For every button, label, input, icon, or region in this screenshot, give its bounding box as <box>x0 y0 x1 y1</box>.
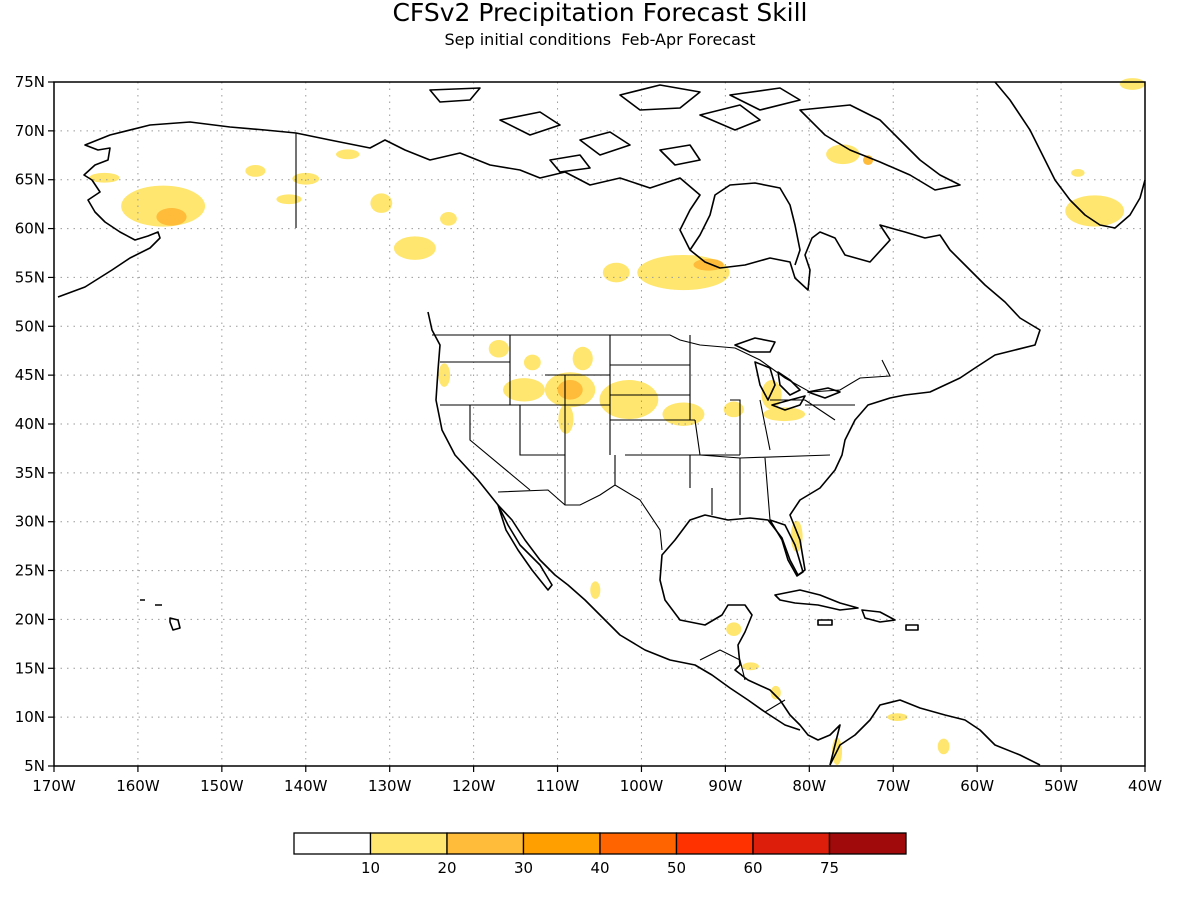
skill-region <box>1119 78 1145 90</box>
skill-region <box>662 402 705 426</box>
colorbar-swatch <box>675 832 754 855</box>
graticule <box>54 82 1145 766</box>
skill-region <box>599 380 659 420</box>
skill-region <box>590 581 601 599</box>
latitude-label: 60N <box>15 220 45 238</box>
colorbar-swatch <box>828 832 907 855</box>
latitude-label: 30N <box>15 513 45 531</box>
longitude-label: 140W <box>284 777 328 795</box>
latitude-label: 45N <box>15 366 45 384</box>
longitude-label: 70W <box>876 777 910 795</box>
skill-region <box>440 211 457 226</box>
latitude-label: 50N <box>15 317 45 335</box>
skill-region <box>602 262 630 283</box>
latitude-label: 15N <box>15 659 45 677</box>
skill-region <box>393 236 436 260</box>
colorbar-label: 10 <box>361 859 380 877</box>
skill-region <box>726 622 742 637</box>
colorbar-label: 60 <box>743 859 762 877</box>
latitude-label: 55N <box>15 268 45 286</box>
axis-labels: 75N 70N 65N 60N 55N 50N 45N 40N 35N 30N 25N 20N 15N 1… <box>15 73 1162 795</box>
skill-region <box>763 407 806 422</box>
skill-region <box>292 172 320 185</box>
coastlines <box>57 81 1146 766</box>
map-subtitle: Sep initial conditions Feb-Apr Forecast <box>444 30 755 49</box>
skill-region <box>770 685 781 700</box>
great-lakes-coastline <box>734 337 841 411</box>
map-title: CFSv2 Precipitation Forecast Skill <box>392 0 807 27</box>
skill-region <box>335 149 360 160</box>
skill-region <box>742 662 759 671</box>
skill-region <box>488 339 509 358</box>
colorbar-swatch <box>369 832 448 855</box>
colorbar-swatch <box>599 832 678 855</box>
skill-region <box>276 194 302 205</box>
skill-region <box>370 193 393 213</box>
skill-region <box>693 258 724 271</box>
longitude-label: 60W <box>960 777 994 795</box>
skill-region <box>245 165 266 177</box>
longitude-label: 50W <box>1044 777 1078 795</box>
skill-region <box>887 713 908 722</box>
colorbar-label: 30 <box>514 859 533 877</box>
longitude-label: 160W <box>116 777 160 795</box>
colorbar-swatch <box>446 832 525 855</box>
north-america-coastline <box>57 121 1041 766</box>
colorbar-label: 40 <box>590 859 609 877</box>
skill-shading-layer <box>89 78 1145 766</box>
arctic-islands <box>429 84 961 191</box>
skill-region <box>572 346 593 371</box>
skill-region <box>558 404 574 434</box>
skill-region <box>156 208 187 226</box>
skill-region <box>89 172 120 183</box>
skill-region <box>723 401 744 418</box>
longitude-label: 120W <box>452 777 496 795</box>
skill-region <box>1071 168 1085 177</box>
political-borders <box>295 133 891 713</box>
longitude-label: 100W <box>620 777 664 795</box>
latitude-label: 10N <box>15 708 45 726</box>
skill-region <box>557 380 583 400</box>
hudson-bay-coastline <box>689 182 801 266</box>
colorbar-label: 20 <box>437 859 456 877</box>
south-america-coastline <box>829 699 1041 766</box>
hawaii-islands <box>140 599 181 631</box>
greenland-coastline <box>994 81 1146 229</box>
longitude-label: 90W <box>708 777 742 795</box>
colorbar-label: 50 <box>667 859 686 877</box>
latitude-label: 5N <box>24 757 45 775</box>
longitude-label: 170W <box>32 777 76 795</box>
longitude-label: 40W <box>1128 777 1162 795</box>
colorbar-swatch <box>752 832 831 855</box>
caribbean-islands <box>774 589 919 631</box>
latitude-label: 25N <box>15 562 45 580</box>
colorbar-swatch <box>522 832 601 855</box>
latitude-label: 70N <box>15 122 45 140</box>
colorbar-legend: 10 20 30 40 50 60 75 <box>293 832 907 877</box>
map-frame: 75N 70N 65N 60N 55N 50N 45N 40N 35N 30N 25N 20N 15N 1… <box>15 73 1162 795</box>
latitude-label: 20N <box>15 610 45 628</box>
colorbar-label: 75 <box>820 859 839 877</box>
longitude-label: 110W <box>536 777 580 795</box>
latitude-label: 75N <box>15 73 45 91</box>
colorbar-swatch <box>293 832 372 855</box>
longitude-label: 80W <box>792 777 826 795</box>
latitude-label: 65N <box>15 171 45 189</box>
latitude-label: 35N <box>15 464 45 482</box>
latitude-label: 40N <box>15 415 45 433</box>
skill-region <box>826 144 860 165</box>
florida-coastline <box>769 519 804 577</box>
longitude-label: 150W <box>200 777 244 795</box>
skill-region <box>523 354 541 371</box>
baja-california-coastline <box>497 504 553 591</box>
skill-region <box>761 380 782 410</box>
pacific-coastline <box>427 311 801 731</box>
longitude-label: 130W <box>368 777 412 795</box>
skill-region <box>1065 195 1125 227</box>
skill-region <box>937 738 950 755</box>
skill-region <box>502 378 545 402</box>
